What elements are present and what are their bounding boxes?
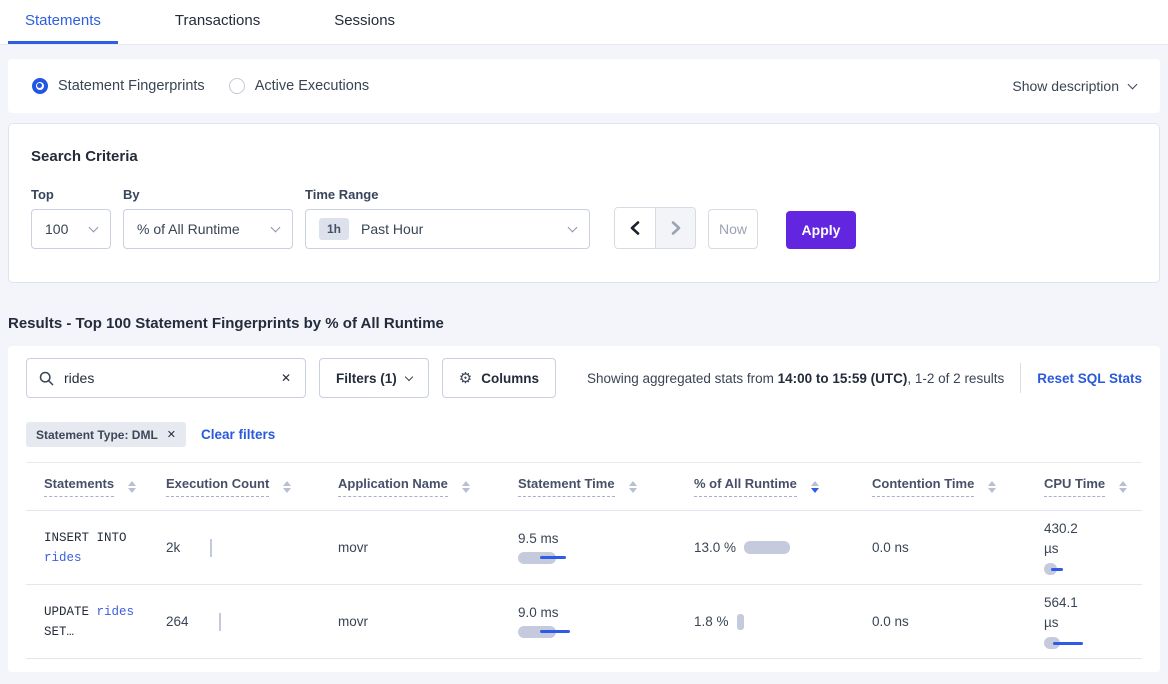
show-description-toggle[interactable]: Show description xyxy=(1012,78,1138,94)
application-name-cell: movr xyxy=(338,540,368,555)
statement-time-bar xyxy=(518,625,598,639)
column-header-statement-time[interactable]: Statement Time xyxy=(518,476,694,497)
table-row: INSERT INTO rides 2k movr 9.5 ms xyxy=(26,511,1142,585)
filters-button[interactable]: Filters (1) xyxy=(319,358,429,398)
search-icon xyxy=(39,371,54,385)
cpu-time-cell: 564.1 µs xyxy=(1044,593,1142,650)
tab-sessions[interactable]: Sessions xyxy=(334,12,396,29)
radio-selected-icon xyxy=(32,78,48,94)
column-header-contention-time[interactable]: Contention Time xyxy=(872,476,1044,497)
radio-unselected-icon xyxy=(228,78,245,94)
statement-time-bar xyxy=(518,551,598,565)
filter-chip-statement-type: Statement Type: DML ✕ xyxy=(26,422,187,447)
top-select[interactable]: 100 xyxy=(31,209,111,249)
by-label: By xyxy=(123,187,140,202)
time-range-label: Time Range xyxy=(305,187,379,202)
column-header-execution-count[interactable]: Execution Count xyxy=(166,476,338,497)
radio-active-executions[interactable]: Active Executions xyxy=(228,78,370,94)
columns-button[interactable]: ⚙ Columns xyxy=(441,358,556,398)
chevron-down-icon xyxy=(88,222,99,233)
table-row: UPDATE rides SET… 264 movr 9.0 ms xyxy=(26,585,1142,659)
search-criteria-title: Search Criteria xyxy=(31,148,138,165)
percent-runtime-cell: 1.8 % xyxy=(694,613,872,630)
percent-runtime-bar xyxy=(744,541,790,554)
radio-statement-fingerprints[interactable]: Statement Fingerprints xyxy=(32,78,205,94)
results-panel: ✕ Filters (1) ⚙ Columns Showing aggregat… xyxy=(8,346,1160,672)
search-criteria-panel: Search Criteria Top 100 By % of All Runt… xyxy=(8,123,1160,283)
clear-filters-link[interactable]: Clear filters xyxy=(201,427,276,442)
cpu-time-bar xyxy=(1044,637,1124,650)
divider xyxy=(1020,363,1022,393)
count-bar xyxy=(218,612,221,631)
statement-time-cell: 9.5 ms xyxy=(518,531,694,565)
search-box: ✕ xyxy=(26,358,306,398)
column-header-application-name[interactable]: Application Name xyxy=(338,476,518,497)
chevron-down-icon xyxy=(567,222,578,233)
column-header-percent-of-all-runtime[interactable]: % of All Runtime xyxy=(694,476,872,497)
tab-bar: Statements Transactions Sessions xyxy=(0,0,1168,45)
chevron-down-icon xyxy=(1127,79,1138,90)
apply-button[interactable]: Apply xyxy=(786,211,856,249)
contention-time-cell: 0.0 ns xyxy=(872,540,909,555)
sort-icon xyxy=(1119,480,1128,493)
chevron-down-icon xyxy=(270,222,281,233)
results-summary: Showing aggregated stats from 14:00 to 1… xyxy=(587,370,1005,386)
sort-icon xyxy=(128,480,137,493)
tab-transactions[interactable]: Transactions xyxy=(174,12,261,29)
show-description-label: Show description xyxy=(1012,78,1119,94)
contention-time-cell: 0.0 ns xyxy=(872,614,909,629)
chevron-right-icon xyxy=(671,221,680,235)
search-input[interactable] xyxy=(64,370,279,386)
percent-runtime-cell: 13.0 % xyxy=(694,537,872,559)
chevron-down-icon xyxy=(404,372,414,381)
time-next-button[interactable] xyxy=(655,208,695,248)
statement-link[interactable]: rides xyxy=(96,604,135,619)
chip-close-icon[interactable]: ✕ xyxy=(166,429,177,441)
execution-count-cell: 264 xyxy=(166,612,338,631)
time-range-badge: 1h xyxy=(319,218,350,240)
cpu-time-bar xyxy=(1044,563,1124,576)
summary-time-range: 14:00 to 15:59 (UTC) xyxy=(777,370,908,386)
column-header-cpu-time[interactable]: CPU Time xyxy=(1044,476,1142,497)
sort-icon xyxy=(988,480,997,493)
gear-icon: ⚙ xyxy=(458,369,473,387)
cpu-time-cell: 430.2 µs xyxy=(1044,519,1142,576)
chevron-left-icon xyxy=(630,221,640,235)
statements-table: Statements Execution Count Application N… xyxy=(26,462,1142,659)
time-range-select[interactable]: 1h Past Hour xyxy=(305,209,590,249)
percent-runtime-bar xyxy=(736,613,744,630)
active-filters-row: Statement Type: DML ✕ Clear filters xyxy=(26,422,1142,447)
results-heading: Results - Top 100 Statement Fingerprints… xyxy=(8,315,444,332)
clear-search-icon[interactable]: ✕ xyxy=(280,371,291,385)
execution-count-cell: 2k xyxy=(166,538,338,557)
reset-sql-stats-link[interactable]: Reset SQL Stats xyxy=(1037,370,1142,386)
count-bar xyxy=(210,538,213,557)
radio-label: Statement Fingerprints xyxy=(58,78,205,94)
sort-icon xyxy=(283,480,292,493)
now-button[interactable]: Now xyxy=(708,209,758,249)
tab-statements[interactable]: Statements xyxy=(8,0,118,44)
radio-label: Active Executions xyxy=(254,78,370,94)
sort-desc-icon xyxy=(810,480,819,493)
view-mode-bar: Statement Fingerprints Active Executions… xyxy=(8,59,1160,113)
statement-cell: INSERT INTO rides xyxy=(44,530,127,565)
top-label: Top xyxy=(31,187,54,202)
statement-link[interactable]: rides xyxy=(44,550,82,565)
time-prev-button[interactable] xyxy=(615,208,655,248)
by-select[interactable]: % of All Runtime xyxy=(123,209,293,249)
statement-time-cell: 9.0 ms xyxy=(518,605,694,639)
sort-icon xyxy=(461,480,470,493)
application-name-cell: movr xyxy=(338,614,368,629)
column-header-statements[interactable]: Statements xyxy=(26,476,166,497)
table-header-row: Statements Execution Count Application N… xyxy=(26,463,1142,511)
sort-icon xyxy=(628,480,637,493)
time-range-pager xyxy=(614,207,696,249)
statement-cell: UPDATE rides SET… xyxy=(44,604,135,639)
